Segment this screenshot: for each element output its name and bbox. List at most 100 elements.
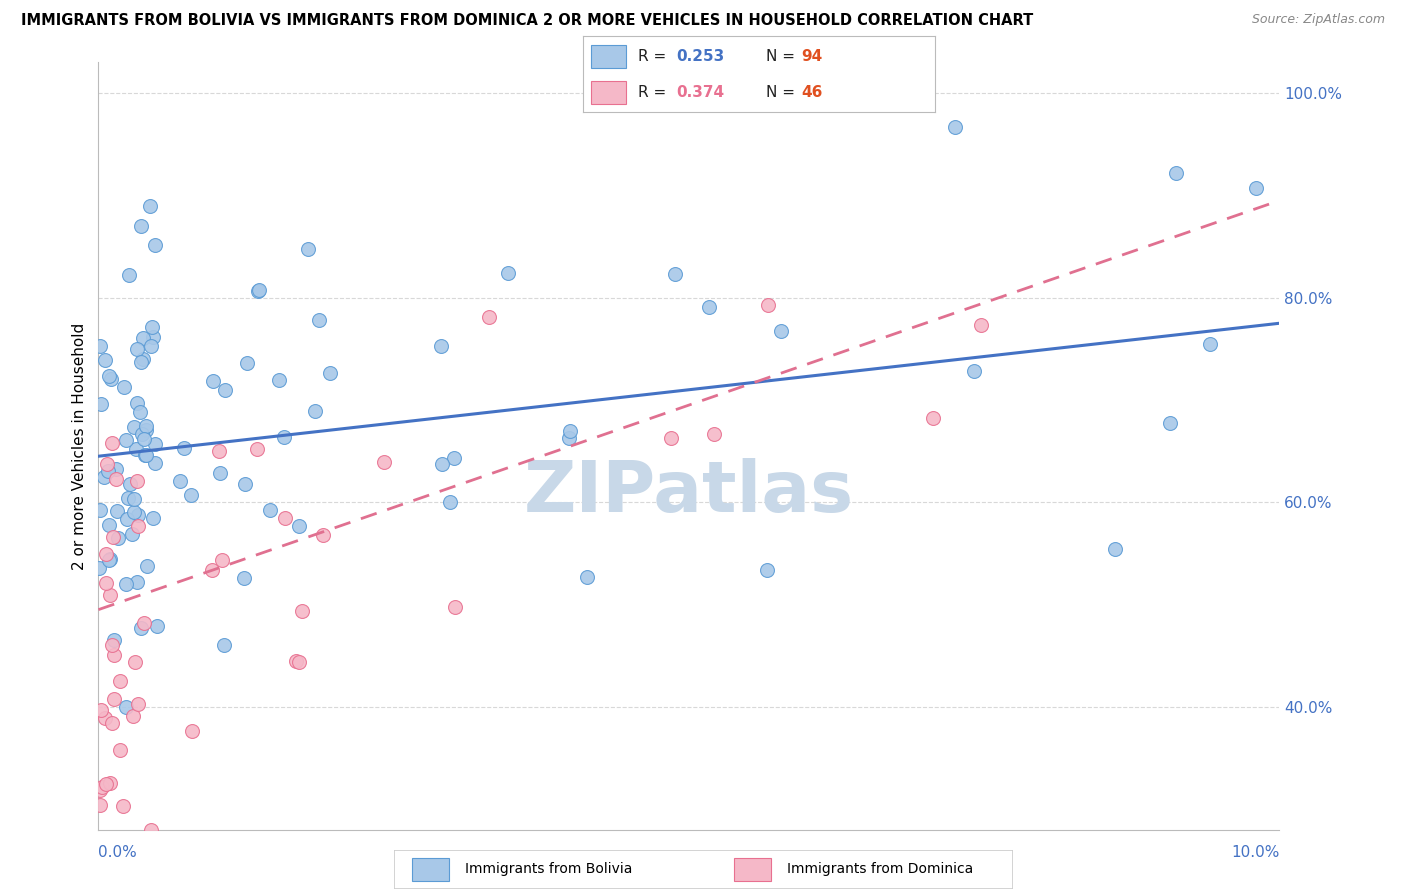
Point	[284, 654, 307, 668]
Point	[291, 604, 314, 618]
Point	[304, 404, 326, 418]
Bar	[591, 81, 626, 104]
Point	[439, 495, 461, 509]
Point	[101, 530, 124, 544]
Text: 0.0%: 0.0%	[98, 845, 138, 860]
Point	[132, 432, 155, 446]
Point	[770, 324, 793, 338]
Point	[208, 466, 231, 480]
Point	[134, 448, 156, 462]
Point	[98, 776, 121, 790]
Point	[127, 508, 149, 522]
Point	[233, 570, 256, 584]
Text: 0.253: 0.253	[676, 49, 725, 63]
Point	[259, 503, 281, 517]
Point	[127, 698, 149, 712]
Point	[208, 443, 231, 458]
Point	[1198, 336, 1220, 351]
Point	[131, 352, 153, 367]
Point	[115, 699, 138, 714]
Point	[142, 511, 165, 525]
Point	[90, 397, 112, 411]
Point	[1244, 181, 1267, 195]
Point	[1104, 542, 1126, 557]
Point	[89, 797, 111, 812]
Text: N =: N =	[766, 49, 800, 63]
Point	[922, 411, 945, 425]
Point	[963, 364, 986, 378]
Point	[430, 339, 453, 353]
Point	[90, 780, 112, 794]
Point	[145, 437, 167, 451]
Point	[1159, 416, 1181, 430]
Bar	[734, 858, 770, 880]
Point	[135, 423, 157, 437]
Point	[105, 472, 128, 486]
Point	[93, 470, 115, 484]
Point	[288, 655, 311, 669]
Point	[135, 448, 157, 462]
Point	[233, 476, 256, 491]
Point	[97, 369, 120, 384]
Point	[575, 570, 598, 584]
Point	[97, 552, 120, 566]
Text: Source: ZipAtlas.com: Source: ZipAtlas.com	[1251, 13, 1385, 27]
Point	[697, 300, 720, 314]
Point	[89, 503, 111, 517]
Point	[94, 547, 117, 561]
Text: 10.0%: 10.0%	[1232, 845, 1279, 860]
Y-axis label: 2 or more Vehicles in Household: 2 or more Vehicles in Household	[72, 322, 87, 570]
Point	[94, 575, 117, 590]
Point	[145, 456, 167, 470]
Point	[108, 674, 131, 689]
Point	[288, 519, 311, 533]
Point	[560, 424, 582, 438]
Point	[125, 442, 148, 456]
Point	[1166, 166, 1188, 180]
Point	[141, 338, 163, 352]
Point	[143, 237, 166, 252]
Point	[139, 199, 162, 213]
Point	[100, 551, 122, 566]
Point	[211, 552, 233, 566]
Bar	[591, 45, 626, 68]
Point	[214, 638, 236, 652]
Point	[108, 743, 131, 757]
Point	[247, 284, 270, 298]
Bar	[412, 858, 450, 880]
Point	[319, 366, 342, 380]
Point	[117, 512, 139, 526]
Point	[235, 356, 257, 370]
Point	[273, 430, 295, 444]
Point	[103, 633, 125, 648]
Point	[100, 372, 122, 386]
Point	[269, 373, 291, 387]
Point	[105, 462, 128, 476]
Point	[181, 724, 204, 739]
Point	[122, 505, 145, 519]
Point	[247, 283, 270, 297]
Point	[101, 436, 124, 450]
Point	[98, 588, 121, 602]
Point	[127, 518, 149, 533]
Point	[132, 615, 155, 630]
Point	[103, 648, 125, 662]
Point	[141, 320, 163, 334]
Text: R =: R =	[638, 85, 671, 100]
Point	[557, 431, 579, 445]
Point	[659, 431, 682, 445]
Point	[100, 638, 122, 652]
Point	[274, 511, 297, 525]
Point	[443, 450, 465, 465]
Point	[246, 442, 269, 456]
Point	[97, 464, 120, 478]
Point	[89, 782, 111, 797]
Point	[146, 619, 169, 633]
Point	[373, 455, 395, 469]
Point	[131, 427, 153, 442]
Point	[173, 442, 195, 456]
Point	[135, 419, 157, 434]
Point	[121, 527, 143, 541]
Point	[214, 384, 236, 398]
Point	[125, 575, 148, 590]
